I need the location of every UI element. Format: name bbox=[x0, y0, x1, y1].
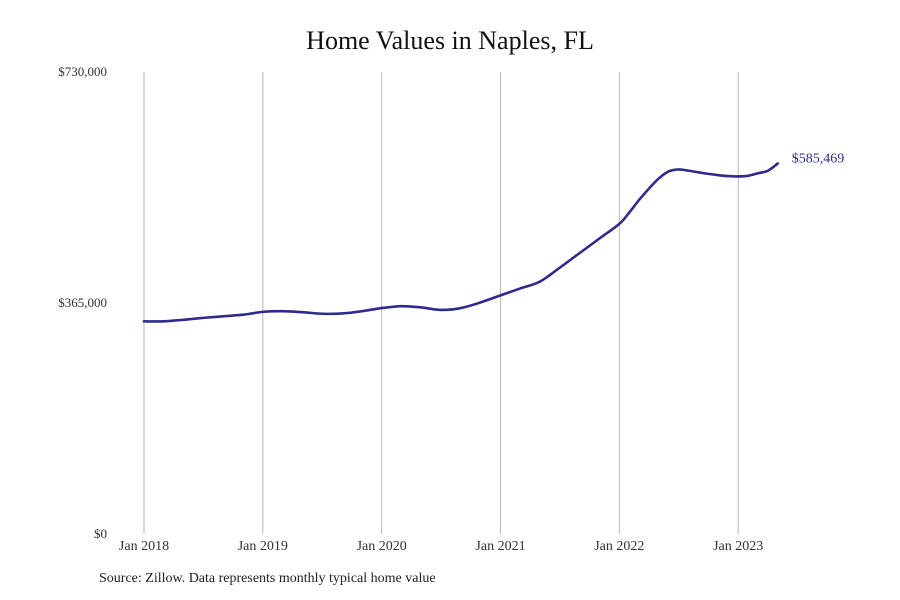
series-layer: $585,469 bbox=[142, 151, 845, 323]
x-tick-label: Jan 2019 bbox=[238, 539, 288, 554]
y-tick-label: $0 bbox=[94, 526, 107, 541]
x-tick-label: Jan 2023 bbox=[713, 539, 763, 554]
y-axis-ticks: $0 $365,000 $730,000 bbox=[58, 64, 107, 541]
x-tick-label: Jan 2022 bbox=[594, 539, 644, 554]
x-tick-label: Jan 2018 bbox=[119, 539, 169, 554]
end-value-label: $585,469 bbox=[792, 151, 845, 166]
source-note: Source: Zillow. Data represents monthly … bbox=[99, 571, 436, 586]
y-tick-label: $365,000 bbox=[58, 295, 107, 310]
x-tick-label: Jan 2020 bbox=[357, 539, 407, 554]
x-axis-ticks: Jan 2018 Jan 2019 Jan 2020 Jan 2021 Jan 2022… bbox=[119, 539, 763, 554]
chart-title: Home Values in Naples, FL bbox=[306, 26, 594, 55]
x-tick-label: Jan 2021 bbox=[475, 539, 525, 554]
home-value-line bbox=[142, 162, 780, 323]
gridlines bbox=[143, 72, 739, 534]
y-tick-label: $730,000 bbox=[58, 64, 107, 79]
